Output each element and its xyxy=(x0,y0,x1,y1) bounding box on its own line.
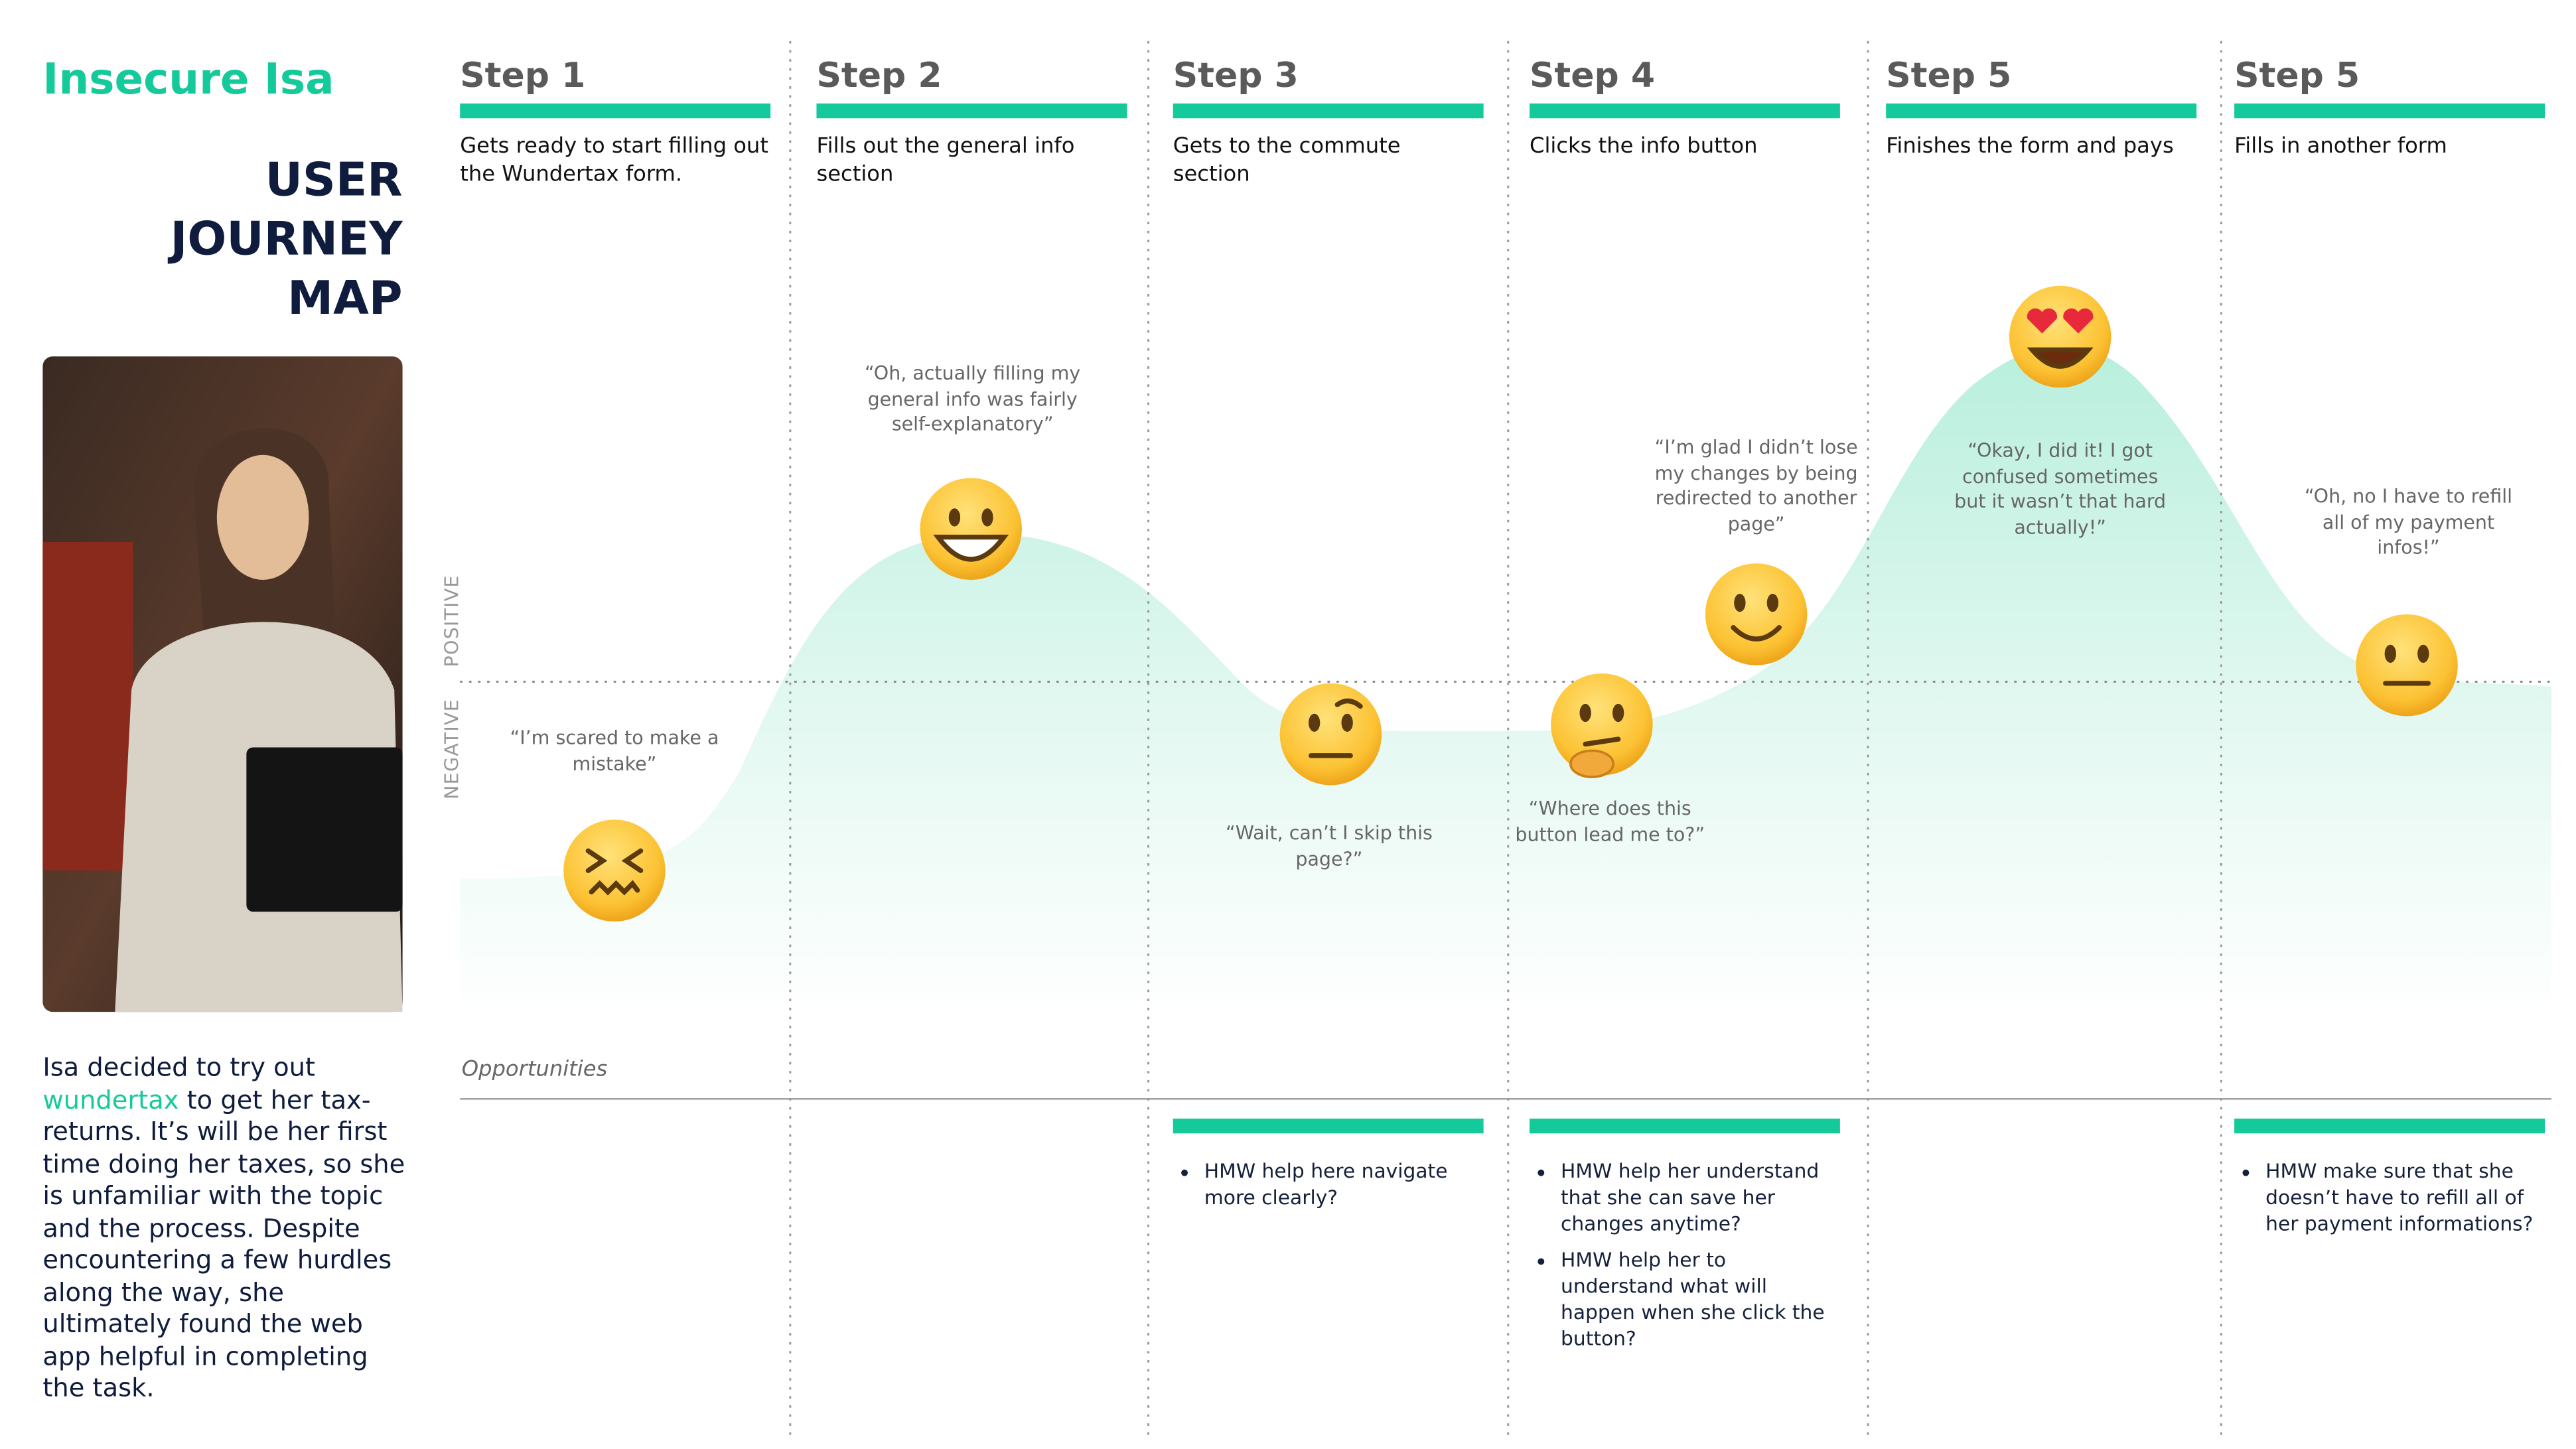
emoji-eye xyxy=(2417,644,2429,663)
emoji-face xyxy=(563,819,666,922)
emoji-mouth xyxy=(1583,736,1621,747)
emoji-eye xyxy=(1341,713,1353,732)
bullet-list: HMW help her understand that she can sav… xyxy=(1530,1158,1832,1351)
opportunity-list: HMW help her understand that she can sav… xyxy=(1530,1158,1832,1361)
emoji xyxy=(1551,673,1653,778)
emoji-face xyxy=(2009,285,2111,388)
description-text: to get her tax-returns. It’s will be her… xyxy=(42,1085,405,1403)
step-description: Fills out the general info section xyxy=(816,135,1075,188)
emoji-mouth xyxy=(589,880,640,896)
quote: “Where does this button lead me to?” xyxy=(1515,796,1705,845)
step-bar xyxy=(1886,103,2197,119)
step-bar xyxy=(1529,103,1840,119)
persona-description: Isa decided to try out wundertax to get … xyxy=(42,1053,407,1405)
emoji-heart-eye xyxy=(2027,308,2058,334)
quote: “Okay, I did it! I got confused sometime… xyxy=(1954,439,2167,538)
step-description: Clicks the info button xyxy=(1529,135,1758,160)
opportunity-bar xyxy=(1173,1119,1484,1134)
emoji-face xyxy=(1279,683,1382,786)
step-bar xyxy=(816,103,1127,119)
quote: “Oh, actually filling my general info wa… xyxy=(865,361,1081,436)
emoji-hand xyxy=(1569,749,1615,778)
emoji-eye xyxy=(948,508,961,527)
step-description: Gets ready to start filling out the Wund… xyxy=(460,135,768,188)
opportunity: HMW help here navigate more clearly? xyxy=(1204,1158,1476,1210)
emoji xyxy=(563,819,666,922)
quote: “Oh, no I have to refill all of my payme… xyxy=(2304,484,2513,559)
emoji xyxy=(920,478,1022,580)
step-bar xyxy=(2234,103,2545,119)
emoji-eye xyxy=(1734,594,1746,612)
step-title: Step 3 xyxy=(1173,56,1299,96)
map-title: USER JOURNEY MAP xyxy=(170,153,403,326)
quote: “I’m scared to make a mistake” xyxy=(510,726,719,775)
opportunity: HMW make sure that she doesn’t have to r… xyxy=(2265,1158,2537,1237)
opportunity-bar xyxy=(1529,1119,1840,1134)
emoji-mouth xyxy=(585,848,608,873)
photo xyxy=(42,356,403,1012)
emoji-face xyxy=(2356,614,2458,717)
emoji-face xyxy=(920,478,1022,580)
emoji-heart-eye xyxy=(2063,308,2094,334)
opportunities-label: Opportunities xyxy=(461,1058,608,1083)
quote: “Wait, can’t I skip this page?” xyxy=(1225,821,1433,870)
emoji-face xyxy=(1551,673,1653,776)
emoji-eye xyxy=(981,508,993,527)
step-bar xyxy=(460,103,771,119)
emoji xyxy=(1279,683,1382,786)
emoji xyxy=(1705,563,1808,665)
axis-label: NEGATIVE xyxy=(440,699,464,799)
emoji-eye xyxy=(1766,594,1779,612)
bullet-list: HMW make sure that she doesn’t have to r… xyxy=(2234,1158,2537,1237)
emoji-mouth xyxy=(2027,347,2094,369)
quote: “I’m glad I didn’t lose my changes by be… xyxy=(1654,435,1858,535)
axis-label: POSITIVE xyxy=(440,575,464,667)
product-link[interactable]: wundertax xyxy=(42,1085,179,1115)
opportunity-list: HMW make sure that she doesn’t have to r… xyxy=(2234,1158,2537,1247)
step-title: Step 4 xyxy=(1529,56,1656,96)
persona-name: Insecure Isa xyxy=(42,56,334,105)
step-title: Step 1 xyxy=(460,56,586,96)
step-title: Step 2 xyxy=(816,56,942,96)
opportunity: HMW help her to understand what will hap… xyxy=(1561,1247,1832,1351)
step-title: Step 5 xyxy=(2234,56,2360,96)
emoji-mouth xyxy=(1334,698,1363,709)
emoji-eye xyxy=(1308,713,1321,732)
step-bar xyxy=(1173,103,1484,119)
opportunity: HMW help her understand that she can sav… xyxy=(1561,1158,1832,1237)
emoji-mouth xyxy=(933,534,1009,562)
description-text: Isa decided to try out xyxy=(42,1052,315,1083)
step-title: Step 5 xyxy=(1886,56,2012,96)
step-description: Finishes the form and pays xyxy=(1886,135,2174,160)
emoji-eye xyxy=(2384,644,2396,663)
emoji-mouth xyxy=(1731,625,1782,642)
step-description: Fills in another form xyxy=(2234,135,2447,160)
opportunity-bar xyxy=(2234,1119,2545,1134)
emoji xyxy=(2356,614,2458,717)
emoji-eye xyxy=(1579,703,1591,723)
emoji xyxy=(2009,285,2111,388)
opportunity-list: HMW help here navigate more clearly? xyxy=(1173,1158,1476,1220)
emoji-mouth xyxy=(621,848,644,873)
step-description: Gets to the commute section xyxy=(1173,135,1401,188)
emotion-curve xyxy=(460,345,2551,1018)
bullet-list: HMW help here navigate more clearly? xyxy=(1173,1158,1476,1210)
emoji-face xyxy=(1705,563,1808,665)
emoji-eye xyxy=(1612,703,1624,723)
